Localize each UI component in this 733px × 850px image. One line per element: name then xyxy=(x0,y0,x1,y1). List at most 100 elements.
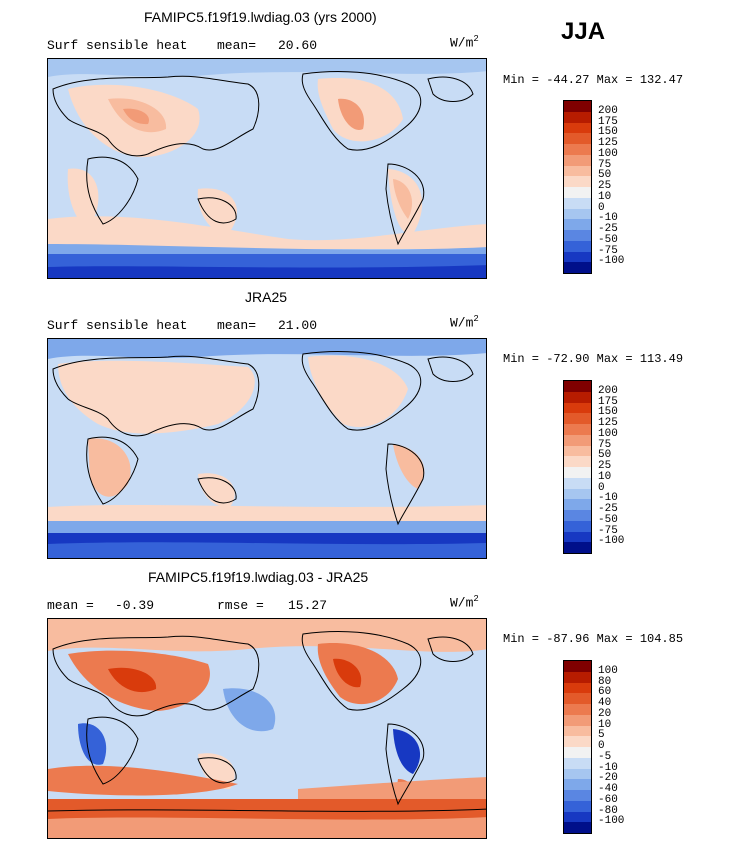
colorbar-swatch xyxy=(564,251,591,263)
colorbar-swatch xyxy=(564,187,591,198)
colorbar-tick-label: 0 xyxy=(598,740,605,752)
colorbar-tick-label: 125 xyxy=(598,417,618,429)
colorbar-swatch xyxy=(564,510,591,521)
colorbar-swatch xyxy=(564,467,591,478)
colorbar-swatch xyxy=(564,101,591,112)
colorbar-swatch xyxy=(564,682,591,694)
colorbar-swatch xyxy=(564,661,591,672)
panel-0-mean-value: 20.60 xyxy=(278,38,318,53)
colorbar-tick-label: 175 xyxy=(598,115,618,128)
panel-2-colorbar xyxy=(563,660,592,834)
colorbar-tick-label: -75 xyxy=(598,244,618,257)
colorbar-tick-label: 50 xyxy=(598,449,612,462)
colorbar-swatch xyxy=(564,768,591,780)
panel-0-minmax: Min = -44.27 Max = 132.47 xyxy=(503,73,684,87)
colorbar-swatch xyxy=(564,499,591,510)
colorbar-swatch xyxy=(564,714,591,726)
colorbar-tick-label: -25 xyxy=(598,503,618,515)
colorbar-swatch xyxy=(564,197,591,209)
colorbar-swatch xyxy=(564,725,591,737)
colorbar-tick-label: 125 xyxy=(598,137,618,149)
panel-1-unit: W/m2 xyxy=(450,314,479,331)
colorbar-swatch xyxy=(564,779,591,790)
colorbar-swatch xyxy=(564,736,591,747)
panel-2-rmse-value: 15.27 xyxy=(288,598,328,613)
colorbar-tick-label: 100 xyxy=(598,664,618,677)
panel-2-rmse-label: rmse = xyxy=(217,598,264,613)
colorbar-swatch xyxy=(564,122,591,134)
colorbar-swatch xyxy=(564,456,591,467)
colorbar-tick-label: -10 xyxy=(598,761,618,774)
colorbar-swatch xyxy=(564,230,591,241)
colorbar-tick-label: 175 xyxy=(598,395,618,408)
colorbar-swatch xyxy=(564,240,591,252)
colorbar-tick-label: -25 xyxy=(598,223,618,235)
panel-1-map xyxy=(47,338,487,559)
panel-1-colorbar xyxy=(563,380,592,554)
colorbar-tick-label: 20 xyxy=(598,707,612,720)
colorbar-tick-label: 150 xyxy=(598,406,618,419)
panel-1-title: JRA25 xyxy=(245,289,288,305)
colorbar-swatch xyxy=(564,757,591,769)
colorbar-swatch xyxy=(564,434,591,446)
colorbar-tick-label: 25 xyxy=(598,460,612,472)
colorbar-tick-label: 200 xyxy=(598,384,618,397)
colorbar-swatch xyxy=(564,477,591,489)
colorbar-tick-label: -10 xyxy=(598,212,618,225)
panel-2-title: FAMIPC5.f19f19.lwdiag.03 - JRA25 xyxy=(148,569,369,585)
colorbar-swatch xyxy=(564,402,591,414)
colorbar-swatch xyxy=(564,800,591,812)
colorbar-tick-label: 150 xyxy=(598,126,618,139)
colorbar-tick-label: 5 xyxy=(598,729,605,742)
colorbar-tick-label: -100 xyxy=(598,815,625,828)
colorbar-tick-label: 50 xyxy=(598,169,612,182)
colorbar-tick-label: -10 xyxy=(598,492,618,505)
colorbar-tick-label: 60 xyxy=(598,686,612,699)
colorbar-tick-label: -100 xyxy=(598,535,625,548)
colorbar-tick-label: -20 xyxy=(598,772,618,785)
colorbar-swatch xyxy=(564,822,591,833)
colorbar-tick-label: -5 xyxy=(598,750,612,763)
colorbar-swatch xyxy=(564,262,591,273)
colorbar-tick-label: 25 xyxy=(598,180,612,192)
colorbar-tick-label: 100 xyxy=(598,147,618,160)
colorbar-tick-label: 40 xyxy=(598,697,612,709)
colorbar-swatch xyxy=(564,154,591,166)
panel-2-map xyxy=(47,618,487,839)
panel-1-mean-label: mean= xyxy=(217,318,257,333)
colorbar-swatch xyxy=(564,176,591,187)
colorbar-swatch xyxy=(564,445,591,457)
colorbar-swatch xyxy=(564,811,591,823)
colorbar-swatch xyxy=(564,208,591,220)
colorbar-swatch xyxy=(564,111,591,123)
panel-2-minmax: Min = -87.96 Max = 104.85 xyxy=(503,632,684,646)
colorbar-tick-label: 0 xyxy=(598,481,605,494)
colorbar-swatch xyxy=(564,219,591,230)
colorbar-swatch xyxy=(564,391,591,403)
panel-1-field-label: Surf sensible heat xyxy=(47,318,188,333)
colorbar-tick-label: 80 xyxy=(598,675,612,688)
season-label: JJA xyxy=(561,18,606,45)
colorbar-tick-label: -60 xyxy=(598,793,618,806)
colorbar-tick-label: -50 xyxy=(598,513,618,526)
colorbar-tick-label: -80 xyxy=(598,804,618,817)
panel-0-field-label: Surf sensible heat xyxy=(47,38,188,53)
panel-0-map xyxy=(47,58,487,279)
panel-0-title: FAMIPC5.f19f19.lwdiag.03 (yrs 2000) xyxy=(144,9,377,25)
colorbar-swatch xyxy=(564,790,591,801)
colorbar-swatch xyxy=(564,704,591,715)
panel-2-mean-value: -0.39 xyxy=(115,598,155,613)
colorbar-tick-label: 75 xyxy=(598,158,612,171)
colorbar-swatch xyxy=(564,144,591,155)
panel-1-minmax: Min = -72.90 Max = 113.49 xyxy=(503,352,684,366)
colorbar-swatch xyxy=(564,381,591,392)
panel-0-unit: W/m2 xyxy=(450,34,479,51)
colorbar-tick-label: -50 xyxy=(598,233,618,246)
colorbar-tick-label: 10 xyxy=(598,718,612,731)
colorbar-swatch xyxy=(564,747,591,758)
colorbar-swatch xyxy=(564,671,591,683)
colorbar-tick-label: 0 xyxy=(598,201,605,214)
panel-0-mean-label: mean= xyxy=(217,38,257,53)
colorbar-tick-label: -100 xyxy=(598,255,625,268)
colorbar-swatch xyxy=(564,542,591,553)
